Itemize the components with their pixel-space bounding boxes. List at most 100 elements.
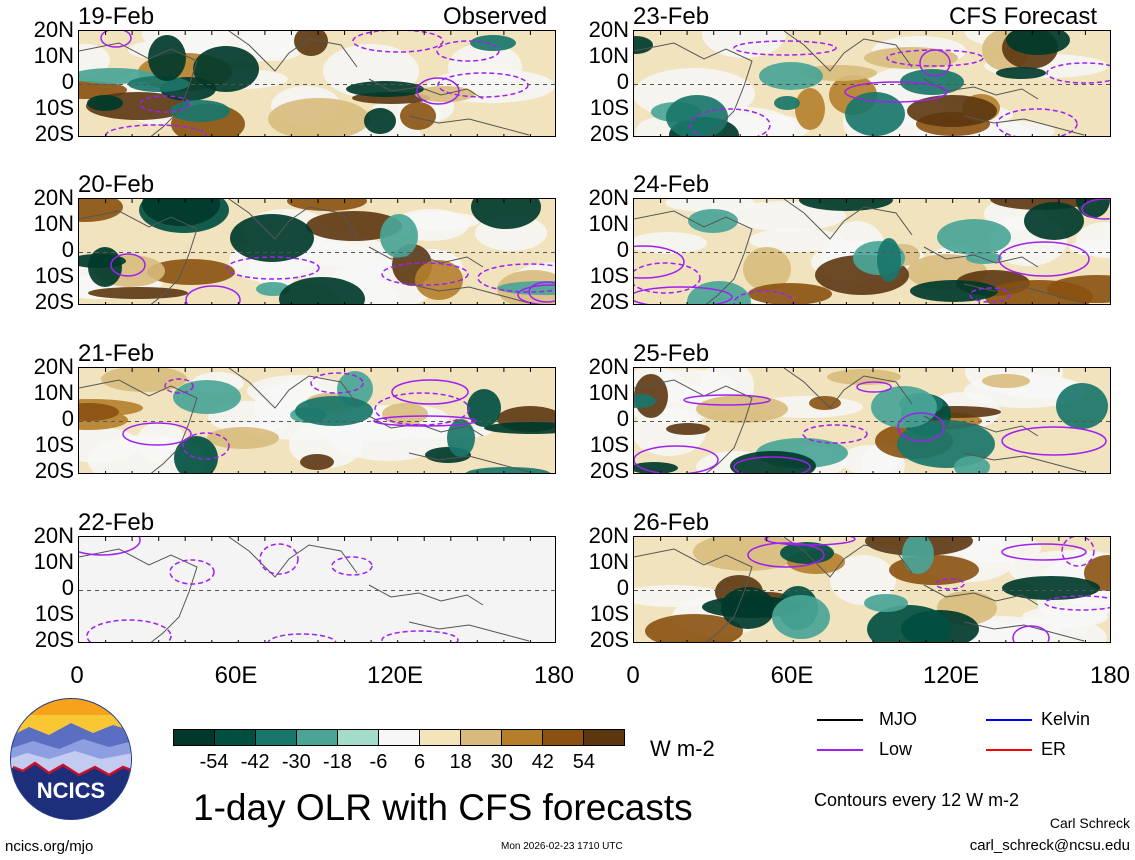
figure-title: 1-day OLR with CFS forecasts [193,787,693,828]
colorbar-tick-label: 42 [531,751,554,773]
observed-lat-tick: 10N [33,211,74,236]
lon-tick-left-0: 0 [70,662,84,689]
observed-panel-date-4: 22-Feb [78,509,155,536]
colorbar-tick-label: -42 [240,751,270,773]
forecast-lat-tick: 10N [588,43,629,68]
lon-tick-left-180: 180 [533,662,575,689]
observed-panel-date-2: 20-Feb [78,171,155,198]
forecast-lat-tick: 0 [616,237,629,262]
observed-olr-map-20-Feb [78,198,556,305]
colorbar-segment [419,730,460,745]
forecast-lat-tick: 0 [616,406,629,431]
observed-lat-tick: 0 [61,237,74,262]
legend-low-label: Low [879,739,913,759]
forecast-lat-tick: 10N [588,380,629,405]
lon-tick-left-120e: 120E [366,662,424,689]
observed-olr-map-21-Feb [78,367,556,474]
forecast-lat-tick: 20S [589,289,629,314]
observed-lat-tick: 20S [34,121,74,146]
forecast-olr-map-25-Feb [633,367,1111,474]
observed-lat-tick: 0 [61,69,74,94]
colorbar [173,729,625,746]
observed-lat-tick: 20S [34,458,74,483]
lon-tick-right-120e: 120E [922,662,980,689]
colorbar-segment [542,730,583,745]
legend-low-line [817,749,863,751]
colorbar-tick-label: -30 [281,751,311,773]
observed-panel-date-1: 19-Feb [78,3,155,30]
observed-panel-date-3: 21-Feb [78,340,155,367]
observed-olr-map-22-Feb [78,536,556,643]
colorbar-tick-label: -18 [322,751,352,773]
forecast-lat-tick: 20N [588,354,629,379]
colorbar-segment [583,730,624,745]
observed-lat-tick: 10N [33,380,74,405]
legend-mjo-label: MJO [879,709,917,729]
forecast-lat-tick: 0 [616,69,629,94]
forecast-olr-map-24-Feb [633,198,1111,305]
legend-mjo-line [817,719,863,721]
observed-lat-tick: 0 [61,406,74,431]
forecast-panel-date-1: 23-Feb [633,3,710,30]
observed-lat-tick: 20S [34,289,74,314]
colorbar-tick-label: 18 [449,751,472,773]
forecast-lat-tick: 10N [588,549,629,574]
colorbar-segment [378,730,419,745]
footer-email[interactable]: carl_schreck@ncsu.edu [969,837,1130,854]
colorbar-tick-label: -6 [369,751,388,773]
observed-lat-tick: 20S [34,627,74,652]
forecast-olr-map-23-Feb [633,30,1111,137]
legend-kelvin-line [986,719,1032,721]
legend-kelvin-label: Kelvin [1041,709,1091,729]
forecast-lat-tick: 20N [588,185,629,210]
colorbar-segment [255,730,296,745]
colorbar-segment [460,730,501,745]
forecast-lat-tick: 20S [589,121,629,146]
colorbar-tick-label: -54 [199,751,229,773]
forecast-lat-tick: 20S [589,458,629,483]
observed-lat-tick: 20N [33,523,74,548]
colorbar-segment [501,730,542,745]
colorbar-segment [296,730,337,745]
observed-lat-tick: 20N [33,17,74,42]
forecast-panel-date-2: 24-Feb [633,171,710,198]
colorbar-segment [337,730,378,745]
forecast-lat-tick: 0 [616,575,629,600]
legend-er-line [986,749,1032,751]
footer-author: Carl Schreck [1049,815,1130,831]
legend-er-label: ER [1041,739,1067,759]
forecast-panel-date-3: 25-Feb [633,340,710,367]
lon-tick-right-0: 0 [626,662,640,689]
observed-lat-tick: 10S [34,432,74,457]
ncics-logo-text: NCICS [37,778,105,803]
colorbar-tick-label: 30 [490,751,513,773]
observed-olr-map-19-Feb [78,30,556,137]
colorbar-segment [214,730,255,745]
forecast-olr-map-26-Feb [633,536,1111,643]
lon-tick-right-60e: 60E [770,662,814,689]
colorbar-segment [174,730,214,745]
forecast-panel-date-4: 26-Feb [633,509,710,536]
footer-url[interactable]: ncics.org/mjo [5,838,94,855]
forecast-lat-tick: 10S [589,432,629,457]
observed-label: Observed [443,3,548,30]
observed-lat-tick: 10S [34,601,74,626]
observed-lat-tick: 10N [33,43,74,68]
observed-lat-tick: 20N [33,185,74,210]
forecast-lat-tick: 20N [588,17,629,42]
observed-lat-tick: 10N [33,549,74,574]
colorbar-units: W m-2 [650,736,715,761]
observed-lat-tick: 0 [61,575,74,600]
colorbar-tick-label: 6 [413,751,426,773]
contour-note: Contours every 12 W m-2 [814,790,1020,810]
forecast-lat-tick: 10N [588,211,629,236]
observed-lat-tick: 10S [34,95,74,120]
forecast-lat-tick: 10S [589,95,629,120]
lon-tick-right-180: 180 [1089,662,1131,689]
lon-tick-left-60e: 60E [214,662,258,689]
forecast-label: CFS Forecast [949,3,1098,30]
forecast-lat-tick: 10S [589,601,629,626]
observed-lat-tick: 20N [33,354,74,379]
forecast-lat-tick: 20N [588,523,629,548]
colorbar-tick-label: 54 [572,751,596,773]
